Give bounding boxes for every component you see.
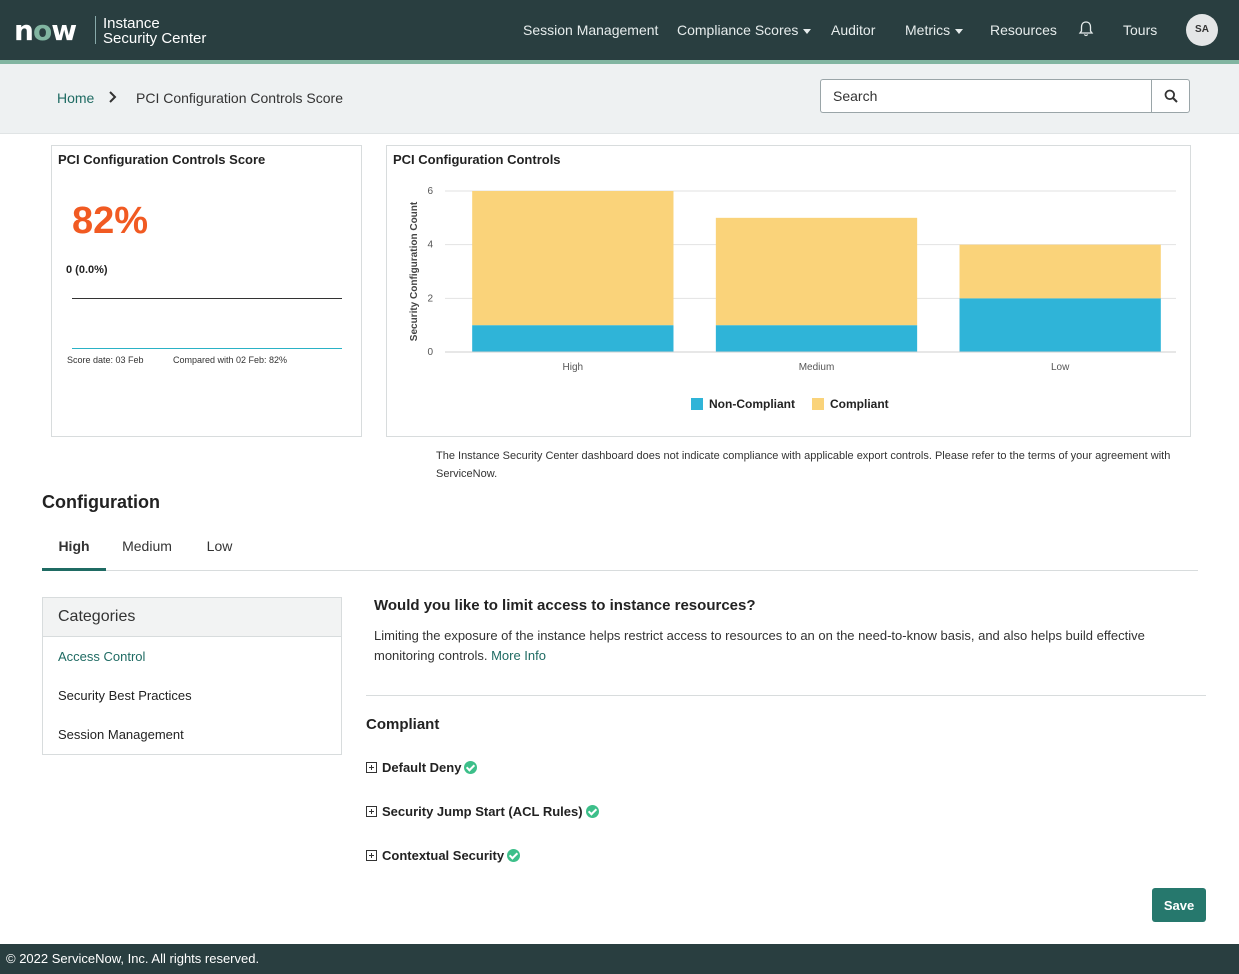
chart-card-title: PCI Configuration Controls xyxy=(393,152,561,167)
logo-divider xyxy=(95,16,96,44)
legend-swatch xyxy=(691,398,703,410)
x-tick-label: Medium xyxy=(799,362,835,373)
expand-plus-icon[interactable] xyxy=(366,850,377,861)
export-disclaimer: The Instance Security Center dashboard d… xyxy=(436,450,1171,480)
question-description: Limiting the exposure of the instance he… xyxy=(374,626,1174,666)
trend-line-previous xyxy=(72,298,342,299)
top-nav-bar: now Instance Security Center Session Man… xyxy=(0,0,1239,60)
nav-compliance-scores-label: Compliance Scores xyxy=(677,22,799,38)
nav-tours[interactable]: Tours xyxy=(1123,22,1158,38)
tab-low[interactable]: Low xyxy=(206,538,233,554)
x-tick-label: High xyxy=(563,362,584,373)
nav-auditor[interactable]: Auditor xyxy=(831,22,876,38)
divider xyxy=(366,695,1206,696)
y-tick-label: 6 xyxy=(427,186,433,197)
search-icon xyxy=(1164,89,1178,103)
more-info-link[interactable]: More Info xyxy=(491,648,546,663)
legend-swatch xyxy=(812,398,824,410)
breadcrumb-home-link[interactable]: Home xyxy=(57,90,95,106)
product-name-line1: Instance xyxy=(103,15,160,32)
tab-medium[interactable]: Medium xyxy=(122,538,172,554)
severity-tabs: High Medium Low xyxy=(42,530,1198,571)
score-value: 82% xyxy=(72,200,149,242)
nav-metrics[interactable]: Metrics xyxy=(905,0,964,60)
header-accent-stripe xyxy=(0,60,1239,64)
configuration-title: Configuration xyxy=(42,492,160,512)
categories-panel: Categories Access Control Security Best … xyxy=(42,597,342,755)
bar-compliant-high xyxy=(472,191,674,326)
score-card: PCI Configuration Controls Score 82% 0 (… xyxy=(51,145,362,437)
trend-line-current xyxy=(72,348,342,349)
score-date: Score date: 03 Feb xyxy=(67,355,144,365)
score-compared: Compared with 02 Feb: 82% xyxy=(173,355,288,365)
bar-compliant-medium xyxy=(715,217,918,326)
bar-compliant-low xyxy=(959,244,1161,299)
legend-label: Compliant xyxy=(830,397,889,411)
chevron-right-icon xyxy=(109,91,117,103)
bar-non-compliant-low xyxy=(959,298,1161,352)
score-delta: 0 (0.0%) xyxy=(66,264,108,276)
compliant-item[interactable]: Contextual Security xyxy=(366,848,521,864)
breadcrumb-current: PCI Configuration Controls Score xyxy=(136,90,343,106)
servicenow-logo[interactable]: now xyxy=(14,14,77,47)
category-security-best-practices[interactable]: Security Best Practices xyxy=(58,688,192,703)
product-name-line2: Security Center xyxy=(103,30,207,47)
bar-non-compliant-high xyxy=(472,325,674,352)
caret-down-icon xyxy=(803,28,812,34)
x-tick-label: Low xyxy=(1051,362,1070,373)
bell-icon[interactable] xyxy=(1078,20,1094,38)
breadcrumb-bar: Home PCI Configuration Controls Score Se… xyxy=(0,64,1239,134)
check-circle-icon xyxy=(507,849,521,862)
check-circle-icon xyxy=(464,761,478,774)
search-button[interactable] xyxy=(1151,79,1190,113)
nav-resources[interactable]: Resources xyxy=(990,22,1057,38)
search-input[interactable]: Search xyxy=(820,79,1152,113)
nav-metrics-label: Metrics xyxy=(905,22,951,38)
compliant-heading: Compliant xyxy=(366,716,440,733)
y-tick-label: 4 xyxy=(427,240,433,251)
bar-non-compliant-medium xyxy=(715,325,918,352)
expand-plus-icon[interactable] xyxy=(366,762,377,773)
caret-down-icon xyxy=(955,28,964,34)
product-name[interactable]: Instance Security Center xyxy=(103,16,206,46)
nav-session-management[interactable]: Session Management xyxy=(523,22,659,38)
y-axis-label: Security Configuration Count xyxy=(409,201,420,341)
footer: © 2022 ServiceNow, Inc. All rights reser… xyxy=(0,944,1239,974)
nav-compliance-scores[interactable]: Compliance Scores xyxy=(677,0,812,60)
question-description-text: Limiting the exposure of the instance he… xyxy=(374,628,1145,663)
y-tick-label: 2 xyxy=(427,293,433,304)
compliant-item[interactable]: Security Jump Start (ACL Rules) xyxy=(366,804,599,820)
category-access-control[interactable]: Access Control xyxy=(58,649,146,664)
legend-label: Non-Compliant xyxy=(709,397,795,411)
y-tick-label: 0 xyxy=(427,347,433,358)
stacked-bar-chart: 0 2 4 6 Security Configuration Count High Medi… xyxy=(409,186,1176,373)
compliant-item[interactable]: Default Deny xyxy=(366,760,478,776)
user-avatar[interactable]: SA xyxy=(1186,14,1218,46)
save-button[interactable]: Save xyxy=(1152,888,1206,922)
tab-high[interactable]: High xyxy=(42,530,106,571)
check-circle-icon xyxy=(585,805,599,818)
compliant-item-label: Contextual Security xyxy=(382,848,505,863)
chart-card: PCI Configuration Controls 0 2 4 6 Security … xyxy=(386,145,1191,437)
expand-plus-icon[interactable] xyxy=(366,806,377,817)
compliant-item-label: Default Deny xyxy=(382,760,462,775)
compliant-item-label: Security Jump Start (ACL Rules) xyxy=(382,804,583,819)
categories-title: Categories xyxy=(43,598,341,637)
legend-item[interactable]: Non-Compliant xyxy=(691,397,795,411)
category-session-management[interactable]: Session Management xyxy=(58,727,184,742)
legend-item[interactable]: Compliant xyxy=(812,397,889,411)
score-card-title: PCI Configuration Controls Score xyxy=(58,152,266,167)
question-title: Would you like to limit access to instan… xyxy=(374,597,756,614)
